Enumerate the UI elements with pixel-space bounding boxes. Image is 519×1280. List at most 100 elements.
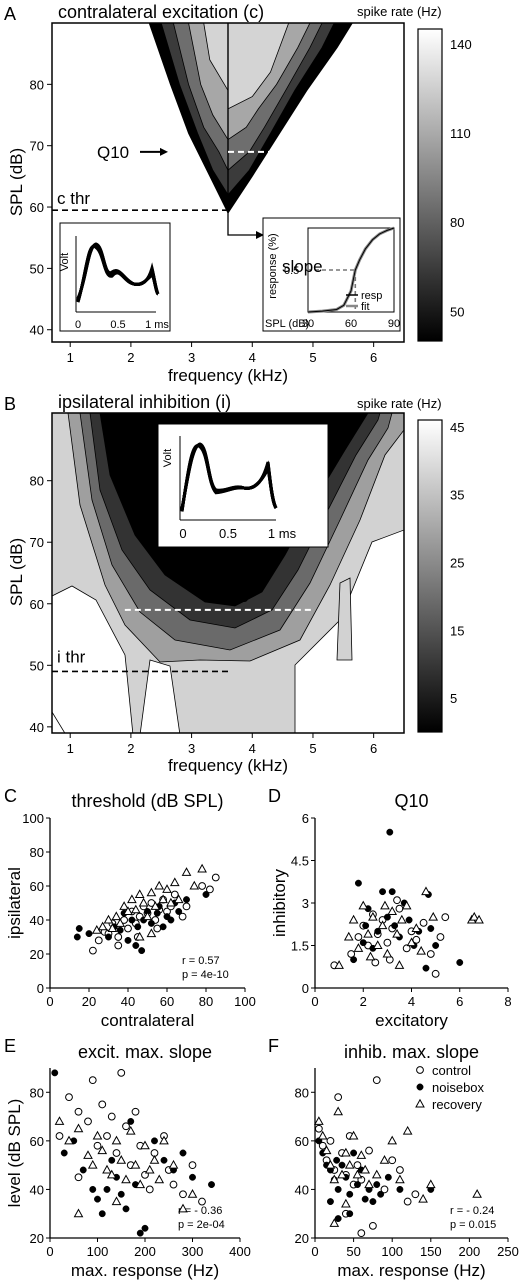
recovery-point <box>187 1189 198 1198</box>
x-tick-label: 2 <box>360 994 367 1009</box>
inset-y-label: Volt <box>59 253 71 271</box>
noisebox-point <box>326 1198 334 1206</box>
recovery-point <box>169 877 180 887</box>
noisebox-point <box>377 1190 385 1198</box>
y-tick-label: 3 <box>302 896 309 911</box>
recovery-point <box>150 901 161 910</box>
inset-y-tick: 0.5 <box>284 265 299 277</box>
thr-label: i thr <box>57 647 86 666</box>
noisebox-point <box>379 888 386 896</box>
y-axis-label: ipsilateral <box>5 867 24 939</box>
panel-d: 0 2 4 6 8 0 1.5 3 4.5 6 Q10 excitatory inhibitory <box>270 791 512 1030</box>
control-point <box>426 950 435 958</box>
axes-frame <box>51 412 405 734</box>
recovery-point <box>127 894 137 904</box>
series-recovery <box>91 863 207 941</box>
panel-letter-f: F <box>268 1036 279 1056</box>
recovery-point <box>121 1174 131 1184</box>
noisebox-point <box>432 942 440 949</box>
control-point <box>103 1132 111 1140</box>
x-tick-label: 0 <box>311 994 318 1009</box>
chart-title: excit. max. slope <box>78 1042 212 1062</box>
y-tick-label: 0 <box>302 981 309 996</box>
recovery-point <box>162 884 172 893</box>
recovery-point <box>382 948 393 958</box>
recovery-point <box>372 940 383 949</box>
noisebox-point <box>405 916 413 924</box>
colorbar-tick: 15 <box>450 623 464 638</box>
chart-title: threshold (dB SPL) <box>71 791 223 811</box>
noisebox-point <box>128 916 136 924</box>
recovery-point <box>115 918 126 927</box>
noisebox-point <box>422 964 430 972</box>
recovery-point <box>92 1130 103 1140</box>
recovery-point <box>474 914 484 924</box>
noisebox-point <box>346 1190 354 1198</box>
control-point <box>188 1161 197 1170</box>
recovery-point <box>106 1169 117 1179</box>
control-point <box>88 1076 97 1085</box>
recovery-point <box>421 886 431 896</box>
y-tick-label: 100 <box>22 811 44 826</box>
recovery-point <box>154 880 165 890</box>
recovery-point <box>364 1179 374 1189</box>
recovery-point <box>341 1147 351 1157</box>
y-tick-label: 60 <box>30 879 44 894</box>
x-tick-label: 8 <box>504 994 511 1009</box>
noisebox-point <box>134 923 142 931</box>
noisebox-point <box>179 1149 187 1157</box>
control-point <box>198 1197 206 1206</box>
recovery-point <box>321 1145 332 1155</box>
noisebox-point <box>116 926 124 934</box>
colorbar-tick: 140 <box>450 37 472 52</box>
recovery-point <box>158 894 168 904</box>
recovery-point <box>387 906 398 915</box>
recovery-point <box>111 1135 122 1145</box>
noisebox-point <box>132 942 140 949</box>
colorbar-tick: 80 <box>450 215 464 230</box>
y-tick-label: 20 <box>30 1231 44 1246</box>
x-tick-label: 400 <box>229 1244 251 1259</box>
recovery-point <box>428 911 439 921</box>
q10-label: Q10 <box>97 143 129 162</box>
chart-title: inhib. max. slope <box>344 1042 479 1062</box>
colorbar-tick: 35 <box>450 488 464 503</box>
recovery-point <box>314 1116 324 1125</box>
noisebox-point <box>159 923 167 931</box>
noisebox-point <box>334 1215 342 1223</box>
noisebox-point <box>147 919 155 927</box>
recovery-point <box>377 920 388 930</box>
x-tick-label: 5 <box>309 741 316 756</box>
inset-x-tick: 0.5 <box>110 319 125 331</box>
colorbar-tick: 45 <box>450 420 464 435</box>
waveform-trace <box>180 444 278 512</box>
x-tick-label: 250 <box>497 1244 519 1259</box>
panel-c: 0 20 40 60 80 100 0 20 40 60 80 100 threshold (dB SP… <box>5 791 256 1030</box>
control-point <box>419 918 428 927</box>
y-axis-label: SPL (dB) <box>7 148 26 216</box>
recovery-point <box>146 887 157 897</box>
x-axis-label: frequency (kHz) <box>168 756 288 775</box>
noisebox-point <box>103 1185 111 1193</box>
x-tick-label: 0 <box>46 1244 53 1259</box>
control-point <box>357 1229 366 1238</box>
noisebox-point <box>127 1117 135 1125</box>
inset-x-tick: 30 <box>302 318 314 330</box>
stat-r: r = - 0.36 <box>178 1205 222 1217</box>
recovery-point <box>395 1174 405 1184</box>
resp-curve <box>307 227 395 313</box>
recovery-point <box>83 1150 93 1159</box>
recovery-point <box>146 928 157 938</box>
control-point <box>124 924 132 933</box>
noisebox-point <box>167 916 175 924</box>
control-point <box>198 882 207 890</box>
inset-x-tick: 0.5 <box>219 526 237 541</box>
series-noisebox <box>51 1069 215 1237</box>
inset-arrow <box>227 213 258 236</box>
recovery-point <box>329 1218 340 1227</box>
control-point <box>107 1112 116 1121</box>
recovery-point <box>365 951 376 961</box>
band-white-mid <box>139 659 181 733</box>
noisebox-point <box>346 1210 354 1218</box>
q10-label: Q10 <box>217 587 249 606</box>
